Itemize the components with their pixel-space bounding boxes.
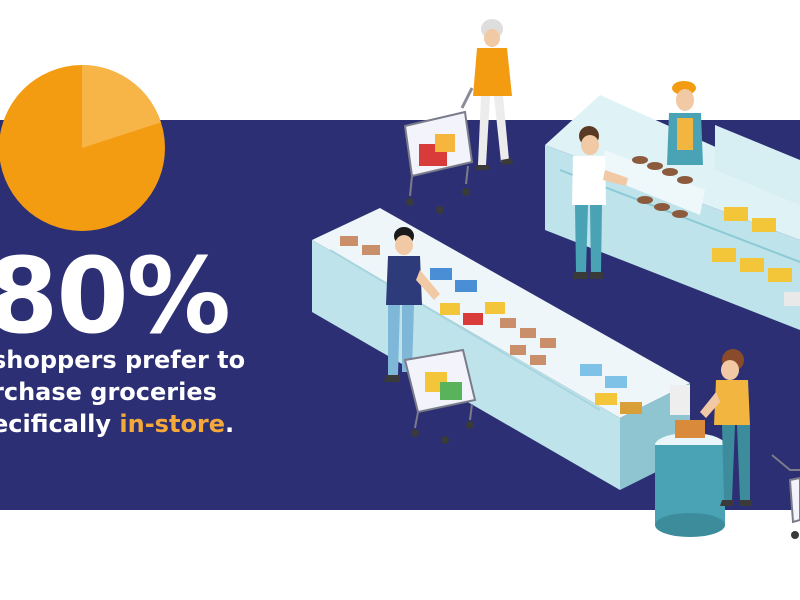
caption-highlight: in-store [119,410,226,438]
pie-chart-icon [0,65,165,231]
caption-line-1: shoppers prefer to [0,346,246,374]
caption-line-3: ecifically in-store. [0,408,245,440]
caption-line-3-end: . [225,410,235,438]
shopping-cart-icon [403,87,474,214]
frozen-food-packages [340,236,642,414]
shopper-figure [572,126,628,279]
packaged-food-trays [712,207,800,306]
caption-line-3-start: ecifically [0,410,120,438]
stat-caption: shoppers prefer to rchase groceries ecif… [0,344,245,440]
stat-value: 80% [0,235,231,357]
elderly-shopper-figure [473,19,513,170]
deli-clerk-figure [667,81,703,165]
shopping-cart-icon [403,348,477,444]
scale-icon [670,385,690,415]
freezer-shopper-figure [384,227,440,382]
caption-line-2: rchase groceries [0,378,217,406]
scale-counter [655,385,725,537]
pie-minor-slice [82,65,161,148]
shopping-cart-icon [771,454,800,539]
cashier-figure [700,349,752,506]
deli-food-items [632,156,693,218]
